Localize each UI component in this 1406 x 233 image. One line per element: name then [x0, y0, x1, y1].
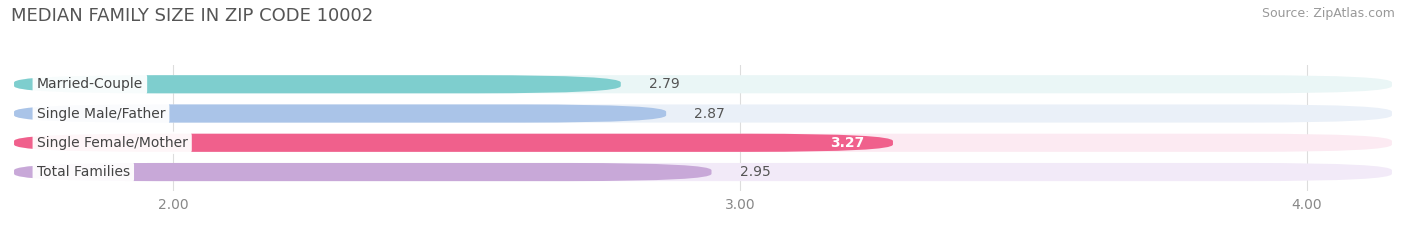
- Text: Single Female/Mother: Single Female/Mother: [37, 136, 187, 150]
- FancyBboxPatch shape: [14, 104, 666, 123]
- Text: MEDIAN FAMILY SIZE IN ZIP CODE 10002: MEDIAN FAMILY SIZE IN ZIP CODE 10002: [11, 7, 374, 25]
- FancyBboxPatch shape: [14, 75, 1392, 93]
- FancyBboxPatch shape: [14, 163, 711, 181]
- Text: Source: ZipAtlas.com: Source: ZipAtlas.com: [1261, 7, 1395, 20]
- Text: Total Families: Total Families: [37, 165, 129, 179]
- FancyBboxPatch shape: [14, 134, 1392, 152]
- Text: 2.95: 2.95: [740, 165, 770, 179]
- Text: 3.27: 3.27: [831, 136, 865, 150]
- Text: 2.87: 2.87: [695, 106, 725, 120]
- FancyBboxPatch shape: [14, 104, 1392, 123]
- Text: Single Male/Father: Single Male/Father: [37, 106, 166, 120]
- Text: Married-Couple: Married-Couple: [37, 77, 143, 91]
- FancyBboxPatch shape: [14, 163, 1392, 181]
- FancyBboxPatch shape: [14, 75, 621, 93]
- FancyBboxPatch shape: [14, 134, 893, 152]
- Text: 2.79: 2.79: [650, 77, 681, 91]
